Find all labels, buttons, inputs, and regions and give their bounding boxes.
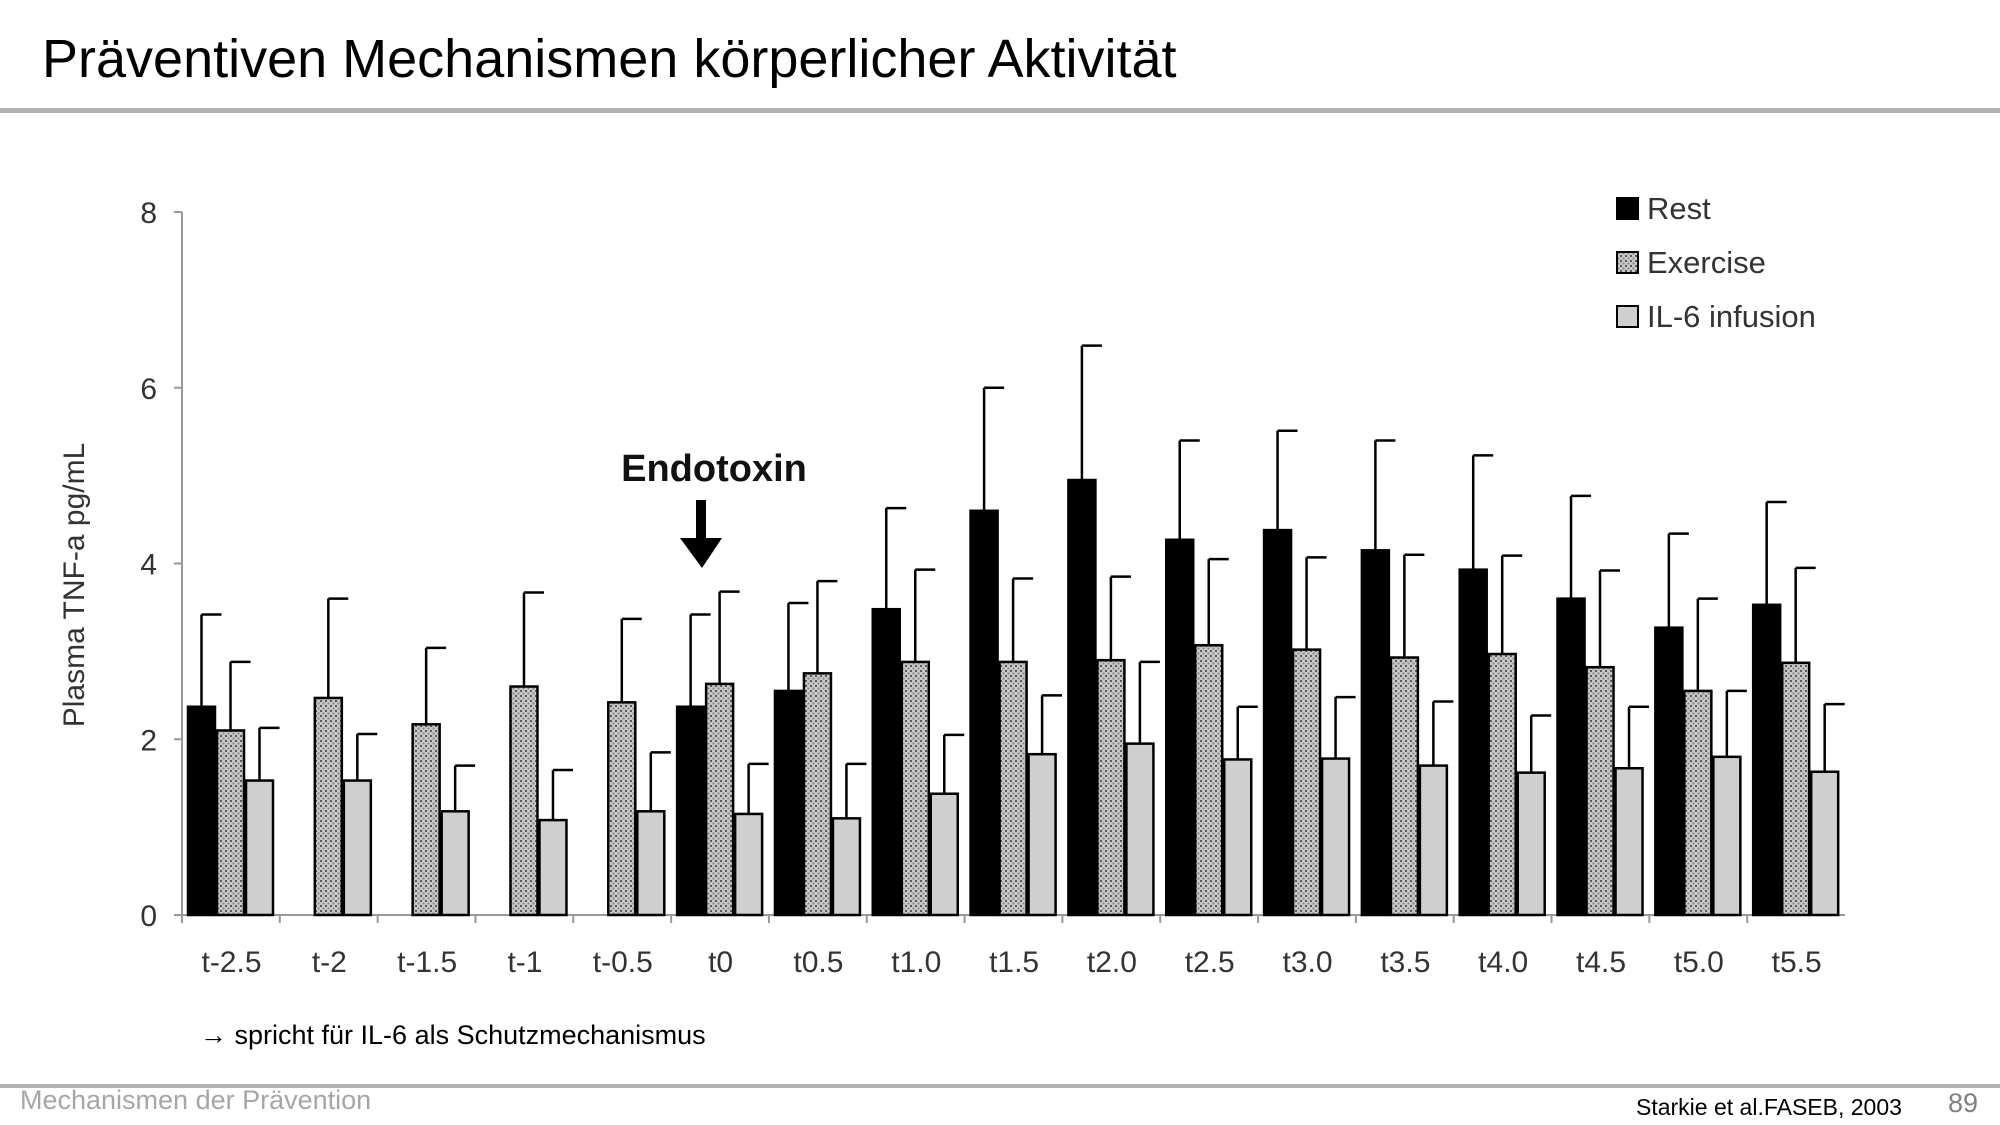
x-tick-label: t5.0 bbox=[1674, 946, 1724, 979]
bar-il-6-infusion-t-2 bbox=[342, 779, 373, 917]
legend-label: IL-6 infusion bbox=[1647, 299, 1816, 334]
x-tick-label: t5.5 bbox=[1772, 946, 1822, 979]
bar-il-6-infusion-t5.5 bbox=[1809, 770, 1840, 917]
bar-exercise-t5.0 bbox=[1683, 689, 1713, 917]
y-tick-label: 8 bbox=[140, 197, 157, 230]
bar-exercise-t-2 bbox=[313, 696, 344, 917]
bar-il-6-infusion-t-0.5 bbox=[636, 810, 666, 917]
x-tick-label: t-2 bbox=[312, 946, 347, 979]
bar-rest-t4.5 bbox=[1556, 597, 1586, 917]
bar-exercise-t3.0 bbox=[1291, 648, 1322, 917]
bar-rest-t1.0 bbox=[871, 607, 902, 917]
bar-exercise-t4.5 bbox=[1585, 665, 1615, 917]
bar-il-6-infusion-t0 bbox=[733, 812, 764, 917]
y-tick-label: 2 bbox=[140, 724, 157, 757]
bar-il-6-infusion-t2.5 bbox=[1222, 758, 1253, 917]
bar-rest-t0 bbox=[675, 705, 706, 917]
conclusion-note: → spricht für IL-6 als Schutzmechanismus bbox=[200, 1020, 706, 1050]
chart-bars bbox=[186, 344, 1845, 917]
endotoxin-annotation: Endotoxin bbox=[621, 448, 807, 568]
header-divider bbox=[0, 108, 2000, 113]
bar-rest-t5.0 bbox=[1654, 626, 1684, 917]
bar-chart: 0 2 4 6 8 t-2.5 t-2 t-1.5 t-1 t-0.5 t0 t0.5 t1.0 t1.… bbox=[58, 191, 1845, 979]
x-tick-label: t-0.5 bbox=[593, 946, 653, 979]
endotoxin-label: Endotoxin bbox=[621, 448, 807, 490]
bar-exercise-t-2.5 bbox=[215, 729, 246, 917]
bar-exercise-t-1 bbox=[509, 685, 539, 917]
x-tick-label: t3.5 bbox=[1380, 946, 1430, 979]
bar-il-6-infusion-t4.0 bbox=[1516, 771, 1546, 917]
bar-rest-t4.0 bbox=[1458, 568, 1488, 917]
y-tick-label: 0 bbox=[140, 900, 157, 933]
x-tick-label: t0.5 bbox=[793, 946, 843, 979]
bar-il-6-infusion-t-1.5 bbox=[440, 810, 470, 917]
bar-il-6-infusion-t1.5 bbox=[1027, 752, 1057, 917]
x-tick-label: t4.0 bbox=[1478, 946, 1528, 979]
y-tick-label: 6 bbox=[140, 373, 157, 406]
bar-rest-t3.0 bbox=[1262, 528, 1293, 917]
bar-rest-t5.5 bbox=[1751, 603, 1782, 917]
bar-rest-t1.5 bbox=[969, 509, 999, 917]
bar-exercise-t2.0 bbox=[1096, 658, 1126, 917]
bar-il-6-infusion-t0.5 bbox=[831, 817, 862, 917]
x-tick-label: t1.5 bbox=[989, 946, 1039, 979]
x-tick-label: t-1.5 bbox=[397, 946, 457, 979]
bar-exercise-t4.0 bbox=[1487, 652, 1517, 917]
x-tick-label: t-2.5 bbox=[201, 946, 261, 979]
y-axis-label: Plasma TNF-a pg/mL bbox=[58, 443, 91, 728]
legend-swatch bbox=[1616, 251, 1639, 274]
bar-il-6-infusion-t-1 bbox=[538, 818, 568, 917]
bar-rest-t2.5 bbox=[1164, 538, 1195, 917]
bar-exercise-t1.5 bbox=[998, 660, 1028, 917]
citation: Starkie et al.FASEB, 2003 bbox=[1636, 1094, 1902, 1120]
page-number: 89 bbox=[1948, 1088, 1979, 1118]
bar-il-6-infusion-t-2.5 bbox=[244, 779, 275, 917]
x-tick-label: t4.5 bbox=[1576, 946, 1626, 979]
bar-exercise-t0 bbox=[704, 682, 735, 917]
legend-label: Rest bbox=[1647, 191, 1711, 226]
legend-label: Exercise bbox=[1647, 245, 1766, 280]
x-tick-label: t2.5 bbox=[1185, 946, 1235, 979]
y-tick-label: 4 bbox=[140, 549, 157, 582]
slide-title: Präventiven Mechanismen körperlicher Akt… bbox=[42, 29, 1177, 89]
bar-exercise-t5.5 bbox=[1780, 661, 1811, 917]
bar-exercise-t3.5 bbox=[1389, 656, 1420, 917]
footer-divider bbox=[0, 1084, 2000, 1088]
bar-exercise-t-0.5 bbox=[607, 701, 637, 917]
bar-rest-t2.0 bbox=[1067, 478, 1097, 917]
legend-swatch bbox=[1616, 197, 1639, 220]
bar-exercise-t2.5 bbox=[1193, 643, 1224, 917]
bar-rest-t-2.5 bbox=[186, 705, 217, 917]
bar-exercise-t0.5 bbox=[802, 672, 833, 917]
x-tick-label: t3.0 bbox=[1283, 946, 1333, 979]
bar-il-6-infusion-t1.0 bbox=[929, 792, 960, 917]
endotoxin-arrow-icon bbox=[680, 500, 722, 568]
footer-section-title: Mechanismen der Prävention bbox=[20, 1085, 372, 1115]
bar-il-6-infusion-t2.0 bbox=[1125, 742, 1155, 917]
bar-exercise-t-1.5 bbox=[411, 723, 441, 917]
bar-il-6-infusion-t3.0 bbox=[1320, 757, 1351, 917]
bar-il-6-infusion-t3.5 bbox=[1418, 764, 1449, 917]
chart-legend: Rest Exercise IL-6 infusion bbox=[1616, 191, 1816, 334]
bar-exercise-t1.0 bbox=[900, 660, 931, 917]
x-tick-label: t-1 bbox=[507, 946, 542, 979]
x-tick-labels: t-2.5 t-2 t-1.5 t-1 t-0.5 t0 t0.5 t1.0 t1.5 t2.0 t… bbox=[201, 946, 1821, 979]
bar-rest-t3.5 bbox=[1360, 549, 1391, 917]
bar-rest-t0.5 bbox=[773, 689, 804, 917]
bar-il-6-infusion-t5.0 bbox=[1712, 755, 1742, 917]
x-tick-label: t1.0 bbox=[891, 946, 941, 979]
x-tick-label: t2.0 bbox=[1087, 946, 1137, 979]
legend-swatch bbox=[1616, 305, 1639, 328]
bar-il-6-infusion-t4.5 bbox=[1614, 766, 1644, 917]
x-tick-label: t0 bbox=[708, 946, 733, 979]
